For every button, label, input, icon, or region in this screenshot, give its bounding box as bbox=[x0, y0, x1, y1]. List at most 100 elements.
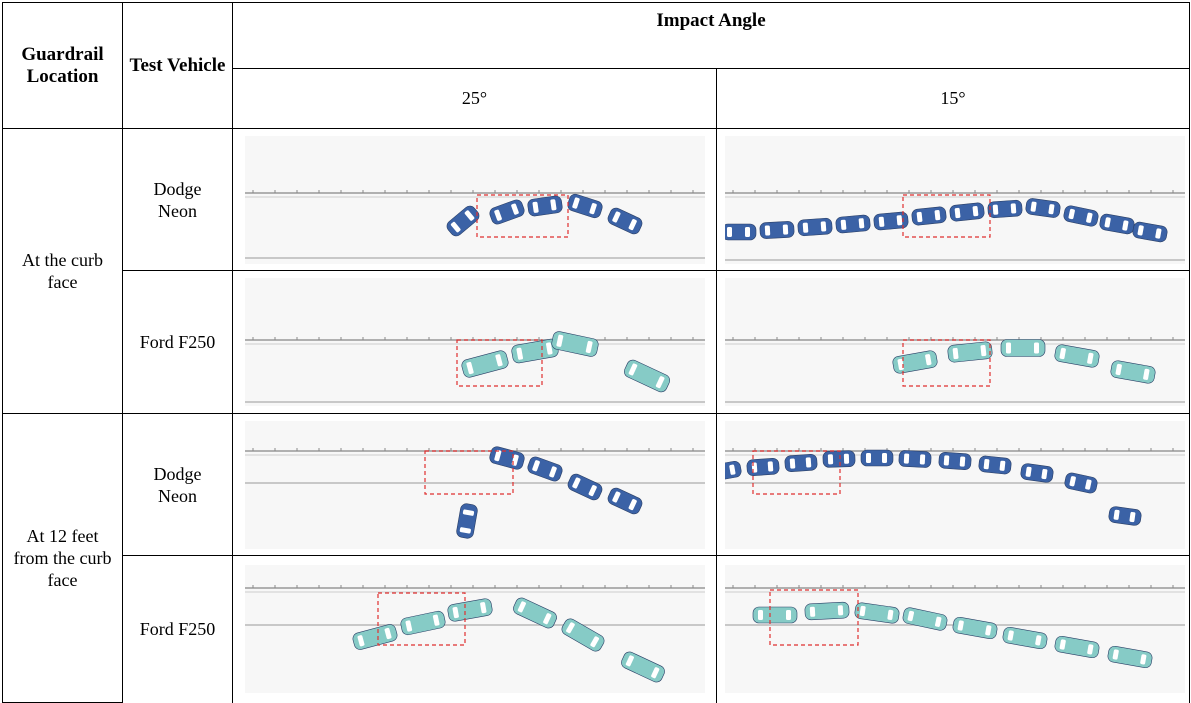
vehicle-window bbox=[992, 204, 999, 215]
vehicle-window bbox=[493, 449, 501, 461]
vehicle-window bbox=[465, 361, 474, 375]
vehicle-window bbox=[925, 354, 932, 366]
vehicle-window bbox=[1010, 202, 1017, 213]
vehicle-window bbox=[555, 334, 563, 347]
vehicle-window bbox=[517, 601, 526, 613]
vehicle-window bbox=[1035, 635, 1042, 646]
vehicle-window bbox=[1059, 639, 1066, 650]
vehicle-window bbox=[897, 358, 904, 371]
vehicle-window bbox=[1048, 203, 1055, 214]
vehicle-window bbox=[952, 347, 959, 360]
vehicle bbox=[1025, 197, 1061, 218]
image-background bbox=[725, 278, 1185, 406]
vehicle-window bbox=[545, 342, 553, 355]
vehicle-window bbox=[957, 620, 964, 631]
vehicle-window bbox=[479, 602, 486, 614]
vehicle bbox=[784, 453, 818, 472]
vehicle-window bbox=[405, 620, 412, 632]
vehicle-window bbox=[625, 655, 634, 667]
vehicle bbox=[978, 455, 1012, 474]
vehicle-body bbox=[911, 206, 947, 225]
image-background bbox=[244, 135, 705, 264]
vehicle-body bbox=[987, 199, 1023, 218]
vehicle-window bbox=[866, 452, 871, 463]
vehicle-window bbox=[571, 476, 580, 489]
trajectory-image bbox=[725, 135, 1185, 264]
vehicle-window bbox=[462, 508, 474, 516]
vehicle-window bbox=[764, 224, 771, 236]
vehicle-window bbox=[972, 205, 979, 216]
vehicle bbox=[949, 202, 985, 221]
vehicle-window bbox=[943, 454, 950, 465]
vehicle-window bbox=[959, 455, 966, 467]
row: At the curb face Dodge Neon bbox=[2, 128, 1190, 414]
vehicle-window bbox=[934, 209, 941, 220]
vehicle-window bbox=[628, 218, 637, 230]
vehicle-window bbox=[882, 452, 887, 463]
header-cell: Impact Angle bbox=[232, 2, 1190, 69]
impact-zone bbox=[423, 449, 514, 495]
vehicle-window bbox=[802, 222, 809, 233]
vehicle-window bbox=[916, 211, 923, 222]
vehicle-window bbox=[611, 490, 620, 503]
vehicle-window bbox=[786, 610, 791, 621]
vehicle-window bbox=[827, 453, 834, 464]
vehicle-window bbox=[384, 628, 392, 640]
vehicle-window bbox=[837, 605, 844, 616]
vehicle bbox=[561, 618, 604, 652]
vehicle-window bbox=[571, 196, 580, 209]
vehicle-window bbox=[878, 216, 885, 227]
vehicle bbox=[550, 331, 599, 357]
trajectory-image bbox=[725, 278, 1185, 406]
impact-zone bbox=[455, 339, 543, 387]
vehicle bbox=[455, 502, 478, 539]
row: Ford F250 bbox=[3, 270, 1190, 414]
vehicle-window bbox=[1069, 475, 1076, 486]
vehicle-window bbox=[515, 347, 523, 360]
vehicle-window bbox=[919, 453, 926, 464]
angle-cell: 15° bbox=[716, 68, 1190, 129]
vehicle-window bbox=[1034, 342, 1039, 354]
vehicle-window bbox=[650, 667, 659, 679]
vehicle-window bbox=[896, 214, 903, 225]
vehicle bbox=[822, 449, 856, 468]
vehicle-window bbox=[767, 460, 774, 472]
vehicle-window bbox=[980, 345, 987, 357]
vehicle-window bbox=[727, 226, 732, 237]
image-background bbox=[244, 278, 705, 406]
vehicle-window bbox=[452, 607, 459, 619]
vehicle-cell: Ford F250 bbox=[122, 555, 233, 703]
image-cell bbox=[232, 555, 717, 703]
vehicle-window bbox=[356, 635, 364, 647]
vehicle bbox=[566, 193, 603, 218]
vehicle-window bbox=[1104, 216, 1111, 227]
vehicle-window bbox=[588, 202, 597, 214]
vehicle-body bbox=[949, 202, 985, 221]
vehicle-window bbox=[903, 453, 910, 464]
vehicle-body bbox=[752, 606, 798, 624]
image-cell bbox=[716, 270, 1190, 414]
impact-zone bbox=[902, 339, 991, 387]
impact-zone bbox=[902, 193, 991, 238]
vehicle-window bbox=[934, 616, 942, 628]
image-cell bbox=[716, 555, 1190, 703]
vehicle bbox=[1002, 627, 1048, 650]
vehicle-window bbox=[745, 226, 750, 237]
vehicle-body bbox=[784, 453, 818, 472]
vehicle-window bbox=[1155, 227, 1162, 239]
vehicle bbox=[725, 223, 757, 240]
vehicle-cell: Ford F250 bbox=[122, 270, 233, 414]
vehicle bbox=[835, 214, 871, 233]
vehicle bbox=[607, 207, 642, 234]
vehicle-window bbox=[758, 610, 763, 621]
vehicle-body bbox=[898, 449, 932, 468]
vehicle-window bbox=[611, 210, 620, 223]
header-cell: Guardrail Location bbox=[2, 2, 123, 129]
trajectory-image bbox=[244, 135, 705, 264]
vehicle-window bbox=[548, 465, 557, 478]
vehicle bbox=[902, 607, 948, 631]
vehicle bbox=[987, 199, 1023, 218]
vehicle-window bbox=[510, 202, 519, 215]
vehicle-body bbox=[835, 214, 871, 233]
